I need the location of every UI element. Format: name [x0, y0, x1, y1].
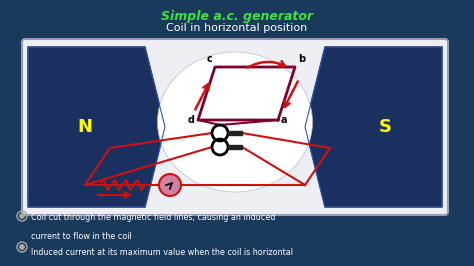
Text: Coil cut through the magnetic field lines, causing an induced: Coil cut through the magnetic field line… [31, 213, 275, 222]
Text: N: N [78, 118, 92, 136]
Text: d: d [188, 115, 195, 125]
Polygon shape [28, 47, 165, 207]
Text: current to flow in the coil: current to flow in the coil [31, 232, 132, 241]
Text: S: S [379, 118, 392, 136]
Ellipse shape [157, 52, 312, 192]
Circle shape [19, 244, 25, 250]
FancyBboxPatch shape [22, 39, 448, 215]
Polygon shape [228, 145, 242, 149]
Text: b: b [298, 54, 305, 64]
Text: Induced current at its maximum value when the coil is horizontal: Induced current at its maximum value whe… [31, 248, 293, 257]
Text: c: c [206, 54, 212, 64]
Circle shape [159, 174, 181, 196]
Polygon shape [305, 47, 442, 207]
Text: a: a [281, 115, 288, 125]
Text: Coil in horizontal position: Coil in horizontal position [166, 23, 308, 33]
Polygon shape [228, 131, 242, 135]
Text: Simple a.c. generator: Simple a.c. generator [161, 10, 313, 23]
Circle shape [19, 214, 25, 218]
